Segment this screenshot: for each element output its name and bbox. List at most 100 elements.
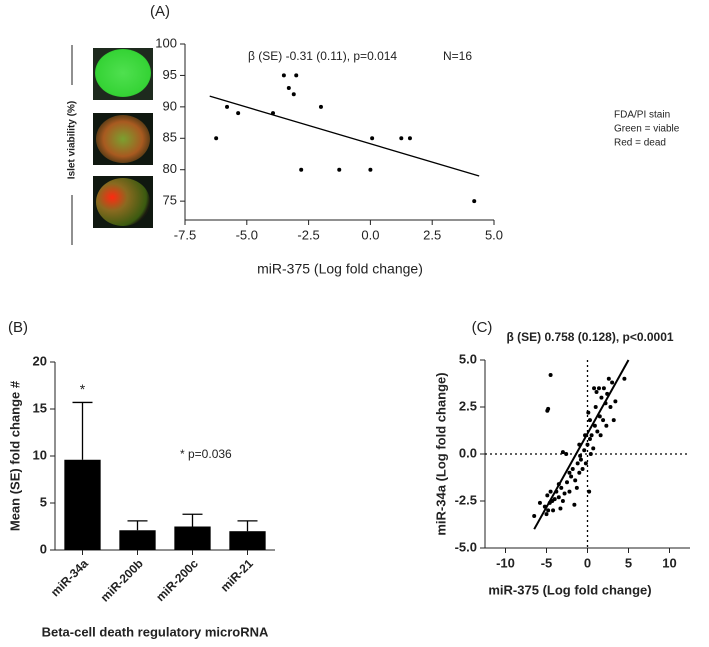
x-tick-label: 2.5 — [423, 227, 441, 242]
data-point — [286, 86, 291, 90]
x-tick-label: -7.5 — [174, 227, 196, 242]
legend-note: FDA/PI stain — [614, 110, 670, 121]
chart-title: β (SE) 0.758 (0.128), p<0.0001 — [506, 330, 673, 344]
bar — [64, 459, 101, 550]
error-bar — [72, 401, 93, 460]
annotation: * — [80, 381, 86, 397]
y-tick-label: 0 — [40, 541, 47, 556]
y-tick-label: 85 — [163, 130, 177, 145]
data-point — [572, 502, 577, 507]
x-tick-label: -10 — [496, 555, 515, 570]
data-point — [556, 495, 561, 500]
y-tick-label: 95 — [163, 67, 177, 82]
data-point — [622, 376, 627, 381]
data-point — [299, 167, 304, 172]
x-axis-title: Beta-cell death regulatory microRNA — [42, 624, 269, 639]
y-tick-label: 15 — [33, 400, 47, 415]
data-point — [583, 461, 588, 466]
data-point — [407, 136, 412, 141]
bar — [119, 530, 156, 550]
data-point — [544, 512, 549, 517]
data-point — [589, 433, 594, 438]
data-point — [564, 452, 569, 456]
data-point — [595, 429, 600, 434]
data-point — [558, 506, 563, 511]
data-point — [596, 386, 601, 391]
bar — [229, 531, 266, 550]
data-point — [567, 470, 572, 475]
data-point — [587, 436, 592, 441]
islet-image — [96, 178, 150, 226]
legend-note: Red = dead — [614, 138, 666, 149]
fit-line — [533, 359, 630, 530]
panel-label: (A) — [150, 3, 170, 20]
y-axis-title: Islet viability (%) — [67, 101, 78, 179]
data-point — [532, 514, 537, 519]
data-point — [587, 489, 592, 494]
error-bar — [127, 520, 148, 531]
data-point — [591, 446, 596, 451]
data-point — [598, 433, 603, 438]
y-axis-title: Mean (SE) fold change # — [7, 380, 22, 531]
y-tick-label: 20 — [33, 353, 47, 368]
y-tick-label: 0.0 — [459, 445, 477, 460]
y-tick-label: 5 — [40, 494, 47, 509]
x-tick-label: -5 — [541, 555, 553, 570]
x-tick-label: miR-34a — [48, 556, 91, 599]
x-axis-title: miR-375 (Log fold change) — [488, 582, 651, 597]
data-point — [601, 386, 606, 391]
data-point — [545, 493, 550, 498]
data-point — [580, 467, 585, 472]
data-point — [548, 373, 553, 378]
error-bar — [237, 520, 258, 532]
x-tick-label: miR-200c — [153, 556, 201, 604]
data-point — [560, 450, 565, 455]
y-tick-label: 5.0 — [459, 351, 477, 366]
data-point — [570, 467, 575, 472]
data-point — [236, 111, 241, 116]
annotation: N=16 — [443, 49, 472, 63]
data-point — [608, 405, 613, 409]
data-point — [597, 414, 602, 419]
data-point — [337, 167, 342, 172]
error-bar — [182, 513, 203, 527]
data-point — [560, 499, 565, 503]
data-point — [588, 452, 593, 456]
data-point — [578, 457, 583, 462]
y-tick-label: 2.5 — [459, 398, 477, 413]
data-point — [548, 489, 553, 494]
data-point — [291, 92, 296, 97]
data-point — [214, 136, 219, 141]
data-point — [559, 485, 564, 490]
data-point — [610, 380, 615, 385]
data-point — [587, 418, 592, 423]
data-point — [611, 418, 616, 423]
panel-label: (C) — [472, 319, 493, 336]
data-point — [574, 485, 579, 490]
data-point — [593, 405, 598, 409]
x-tick-label: 10 — [662, 555, 676, 570]
x-tick-label: miR-21 — [218, 556, 256, 594]
data-point — [537, 500, 542, 505]
data-point — [368, 167, 373, 172]
data-point — [604, 423, 609, 428]
data-point — [586, 410, 591, 415]
y-tick-label: -5.0 — [455, 539, 477, 554]
x-tick-label: -5.0 — [236, 227, 258, 242]
data-point — [294, 73, 299, 78]
x-tick-label: 5.0 — [485, 227, 503, 242]
data-point — [577, 470, 582, 475]
x-tick-label: 0 — [584, 555, 591, 570]
data-point — [594, 389, 599, 394]
data-point — [592, 423, 597, 428]
x-tick-label: miR-200b — [98, 556, 146, 604]
data-point — [592, 386, 597, 391]
islet-image — [95, 49, 151, 97]
data-point — [370, 136, 375, 141]
y-axis-title: miR-34a (Log fold change) — [433, 372, 448, 535]
y-tick-label: -2.5 — [455, 492, 477, 507]
fit-line — [209, 95, 480, 177]
data-point — [399, 136, 404, 141]
y-tick-label: 80 — [163, 161, 177, 176]
